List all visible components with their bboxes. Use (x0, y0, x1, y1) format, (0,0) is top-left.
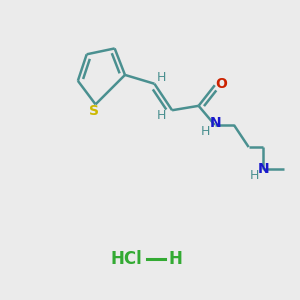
Text: S: S (89, 104, 99, 118)
Text: H: H (249, 169, 259, 182)
Text: HCl: HCl (111, 250, 142, 268)
Text: O: O (215, 77, 227, 91)
Text: H: H (201, 125, 210, 138)
Text: H: H (168, 250, 182, 268)
Text: H: H (157, 109, 167, 122)
Text: H: H (157, 71, 167, 84)
Text: N: N (258, 162, 270, 176)
Text: N: N (210, 116, 221, 130)
